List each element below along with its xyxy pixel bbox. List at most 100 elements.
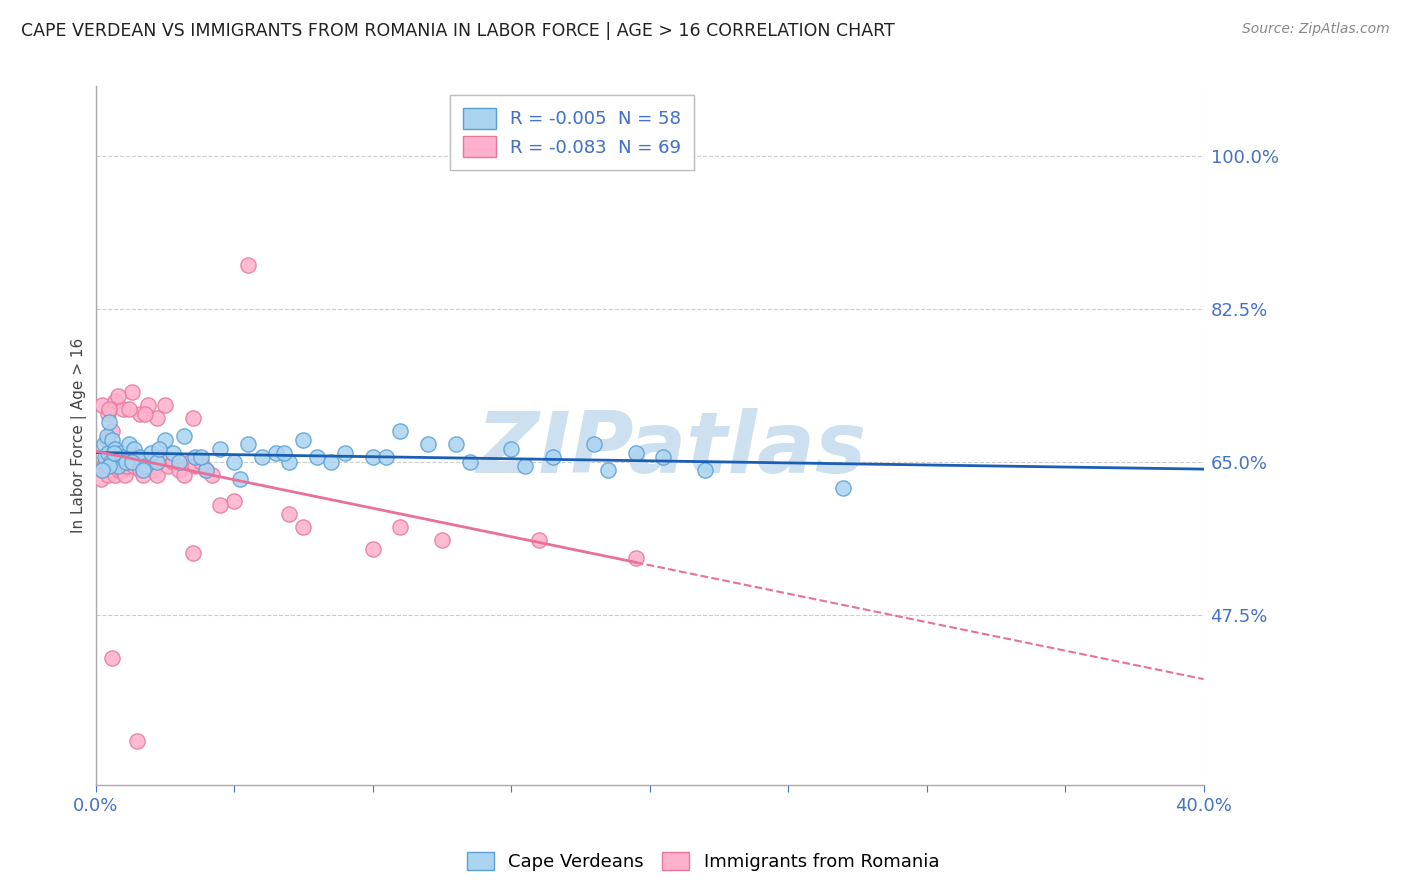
Point bbox=[222, 455, 245, 469]
Point bbox=[110, 450, 132, 465]
Point bbox=[118, 402, 141, 417]
Y-axis label: In Labor Force | Age > 16: In Labor Force | Age > 16 bbox=[72, 338, 87, 533]
Point bbox=[136, 398, 159, 412]
Point bbox=[527, 533, 550, 548]
Point bbox=[430, 533, 453, 548]
Point bbox=[179, 455, 201, 469]
Point bbox=[416, 437, 439, 451]
Point bbox=[91, 398, 114, 412]
Point bbox=[118, 437, 141, 451]
Point bbox=[513, 459, 536, 474]
Point bbox=[96, 433, 118, 447]
Point bbox=[108, 463, 131, 477]
Point bbox=[458, 455, 481, 469]
Point bbox=[107, 389, 129, 403]
Point bbox=[98, 402, 121, 417]
Point bbox=[201, 467, 224, 482]
Point bbox=[104, 393, 127, 408]
Point bbox=[209, 442, 232, 456]
Point bbox=[101, 651, 124, 665]
Point bbox=[499, 442, 522, 456]
Point bbox=[101, 424, 124, 438]
Point bbox=[94, 455, 117, 469]
Point bbox=[389, 520, 412, 534]
Point bbox=[319, 455, 342, 469]
Point bbox=[124, 442, 146, 456]
Point bbox=[167, 463, 190, 477]
Point bbox=[832, 481, 855, 495]
Point bbox=[596, 463, 619, 477]
Point bbox=[117, 459, 139, 474]
Point bbox=[96, 463, 118, 477]
Point bbox=[101, 433, 124, 447]
Point bbox=[273, 446, 295, 460]
Point bbox=[190, 450, 212, 465]
Point bbox=[107, 459, 129, 474]
Point bbox=[333, 446, 356, 460]
Point bbox=[105, 455, 128, 469]
Point bbox=[195, 463, 218, 477]
Point bbox=[145, 467, 167, 482]
Point bbox=[162, 455, 184, 469]
Point bbox=[128, 407, 150, 421]
Point bbox=[96, 428, 118, 442]
Point bbox=[375, 450, 398, 465]
Point bbox=[112, 402, 135, 417]
Point bbox=[693, 463, 716, 477]
Point bbox=[181, 546, 204, 560]
Point bbox=[101, 450, 124, 465]
Point bbox=[100, 459, 122, 474]
Point bbox=[148, 442, 170, 456]
Point bbox=[184, 459, 207, 474]
Point bbox=[121, 384, 143, 399]
Point bbox=[624, 446, 647, 460]
Point bbox=[103, 446, 125, 460]
Point bbox=[94, 450, 117, 465]
Point bbox=[228, 472, 250, 486]
Point bbox=[139, 446, 162, 460]
Point bbox=[236, 258, 259, 272]
Point bbox=[167, 455, 190, 469]
Point bbox=[104, 467, 127, 482]
Point bbox=[156, 459, 179, 474]
Point bbox=[114, 467, 136, 482]
Point bbox=[264, 446, 287, 460]
Point bbox=[278, 455, 301, 469]
Point bbox=[121, 446, 143, 460]
Point bbox=[145, 455, 167, 469]
Point bbox=[124, 459, 146, 474]
Point bbox=[222, 494, 245, 508]
Legend: R = -0.005  N = 58, R = -0.083  N = 69: R = -0.005 N = 58, R = -0.083 N = 69 bbox=[450, 95, 693, 169]
Point bbox=[190, 455, 212, 469]
Point bbox=[97, 407, 120, 421]
Point bbox=[624, 550, 647, 565]
Point bbox=[97, 446, 120, 460]
Point bbox=[90, 472, 112, 486]
Point bbox=[153, 433, 176, 447]
Point bbox=[98, 446, 121, 460]
Point bbox=[97, 467, 120, 482]
Point bbox=[110, 446, 132, 460]
Text: CAPE VERDEAN VS IMMIGRANTS FROM ROMANIA IN LABOR FORCE | AGE > 16 CORRELATION CH: CAPE VERDEAN VS IMMIGRANTS FROM ROMANIA … bbox=[21, 22, 894, 40]
Point bbox=[91, 463, 114, 477]
Point bbox=[361, 542, 384, 557]
Point bbox=[173, 428, 195, 442]
Point bbox=[127, 450, 149, 465]
Text: ZIPatlas: ZIPatlas bbox=[477, 408, 868, 491]
Point bbox=[112, 450, 135, 465]
Point bbox=[153, 398, 176, 412]
Point bbox=[583, 437, 606, 451]
Point bbox=[118, 455, 141, 469]
Point bbox=[307, 450, 329, 465]
Point bbox=[104, 442, 127, 456]
Point bbox=[173, 467, 195, 482]
Point bbox=[98, 416, 121, 430]
Text: Source: ZipAtlas.com: Source: ZipAtlas.com bbox=[1241, 22, 1389, 37]
Point bbox=[112, 459, 135, 474]
Point bbox=[134, 459, 156, 474]
Point bbox=[103, 463, 125, 477]
Point bbox=[292, 433, 315, 447]
Point bbox=[115, 455, 138, 469]
Point bbox=[292, 520, 315, 534]
Point bbox=[93, 459, 115, 474]
